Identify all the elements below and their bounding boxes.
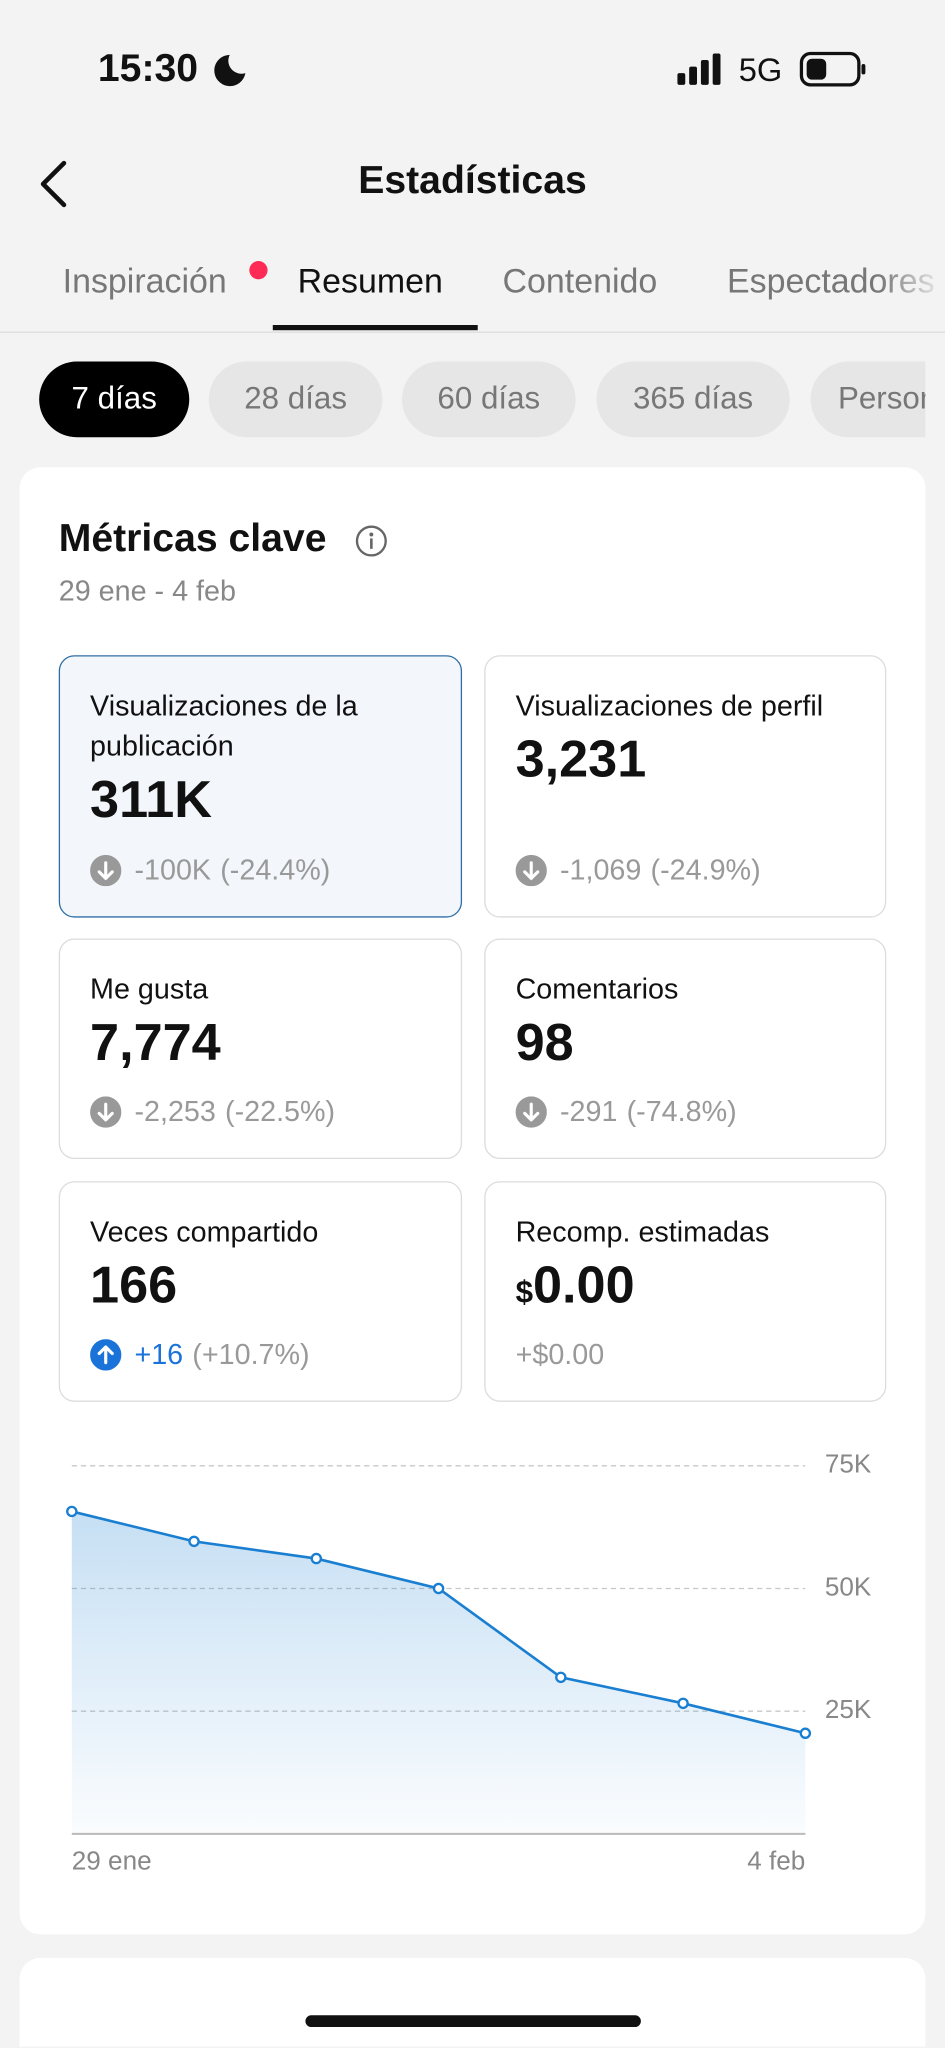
metric-value: 0.00: [533, 1256, 635, 1315]
home-indicator: [305, 2015, 641, 2028]
metric-value: 166: [90, 1256, 178, 1315]
metric-block: Comentarios 98: [516, 968, 868, 1074]
metric-card[interactable]: Me gusta 7,774 -2,253 (-22.5%): [58, 938, 463, 1160]
range-chip[interactable]: 60 días: [402, 361, 576, 438]
metric-block: Visualizaciones de perfil 3,231: [516, 685, 868, 791]
metric-change-pct: (+10.7%): [192, 1337, 310, 1371]
metric-value-row: $0.00: [516, 1254, 868, 1324]
metric-change-row: -100K (-24.4%): [90, 854, 330, 888]
metric-change-pct: (-22.5%): [225, 1095, 336, 1128]
trend-icon: [90, 1339, 122, 1371]
metric-value: 7,774: [90, 1014, 221, 1072]
range-chip[interactable]: Personalizado: [810, 361, 926, 438]
metric-value-row: 166: [90, 1254, 442, 1317]
metric-change-row: -2,253 (-22.5%): [90, 1095, 335, 1129]
metric-change: +16: [134, 1337, 184, 1371]
next-card: [19, 1957, 926, 2047]
metric-card[interactable]: Veces compartido 166 +16 (+10.7%): [58, 1181, 463, 1402]
metric-card[interactable]: Comentarios 98 -291 (-74.8%): [484, 938, 887, 1160]
tab-active[interactable]: Resumen: [297, 261, 443, 301]
trend-icon: [515, 1096, 547, 1128]
metric-change-pct: (-24.4%): [220, 853, 331, 887]
signal-icon: [677, 53, 721, 85]
metric-label: Me gusta: [90, 972, 209, 1006]
metric-change: -100K: [134, 853, 212, 887]
trend-icon: [90, 1096, 122, 1128]
metric-change: +$0.00: [515, 1337, 605, 1371]
metric-value-row: 7,774: [90, 1012, 442, 1075]
trend-icon: [515, 854, 547, 887]
metric-change: -2,253: [134, 1095, 216, 1128]
network-label: 5G: [738, 52, 783, 89]
divider: [0, 331, 945, 333]
metric-change: -1,069: [559, 853, 642, 887]
metric-label: Visualizaciones de la publicación: [90, 689, 358, 763]
metric-block: Me gusta 7,774: [90, 968, 442, 1074]
moon-icon: [214, 54, 246, 87]
tab[interactable]: Inspiración: [62, 261, 227, 301]
trend-icon: [90, 854, 122, 887]
card-title: Métricas clave: [58, 516, 327, 560]
page-title: Estadísticas: [358, 159, 587, 203]
metric-value: 3,231: [515, 730, 647, 789]
metric-change-row: +16 (+10.7%): [90, 1338, 310, 1372]
metric-value: 98: [515, 1014, 574, 1072]
metric-change-row: -291 (-74.8%): [515, 1095, 737, 1129]
tab-underline: [272, 325, 478, 331]
range-chip[interactable]: 28 días: [208, 361, 383, 438]
tab[interactable]: Espectadores: [727, 261, 935, 301]
notification-dot: [249, 261, 268, 280]
metric-card[interactable]: Visualizaciones de perfil 3,231 -1,069 (-24…: [484, 655, 887, 918]
date-range: 29 ene - 4 feb: [58, 574, 236, 607]
tab[interactable]: Contenido: [502, 261, 658, 301]
metric-label: Veces compartido: [90, 1215, 319, 1248]
metric-value: 311K: [90, 771, 213, 829]
metric-value-row: 98: [516, 1012, 868, 1075]
metric-change: -291: [559, 1095, 618, 1128]
status-time: 15:30: [97, 46, 199, 91]
range-chip[interactable]: 365 días: [596, 361, 790, 438]
metric-label: Recomp. estimadas: [515, 1215, 770, 1248]
back-button[interactable]: [34, 159, 73, 209]
range-chip-active[interactable]: 7 días: [39, 361, 190, 438]
metric-value-row: 3,231: [516, 728, 868, 791]
metric-card[interactable]: Visualizaciones de la publicación 311K -10…: [58, 655, 463, 918]
metric-label: Visualizaciones de perfil: [515, 689, 824, 722]
metric-block: Veces compartido 166: [90, 1211, 442, 1317]
metric-label: Comentarios: [515, 972, 679, 1006]
battery-icon: [799, 51, 866, 87]
metric-currency: $: [515, 1275, 534, 1311]
info-icon[interactable]: [355, 525, 388, 558]
metric-value-row: 311K: [90, 769, 442, 832]
metric-change-row: -1,069 (-24.9%): [515, 853, 761, 888]
metric-block: Recomp. estimadas $0.00: [516, 1211, 868, 1325]
metric-block: Visualizaciones de la publicación 311K: [90, 685, 442, 831]
metric-change-pct: (-24.9%): [650, 853, 761, 887]
metric-change-pct: (-74.8%): [626, 1095, 737, 1128]
metric-change-row: +$0.00: [516, 1338, 605, 1372]
metric-card[interactable]: Recomp. estimadas $0.00 +$0.00: [484, 1181, 887, 1402]
